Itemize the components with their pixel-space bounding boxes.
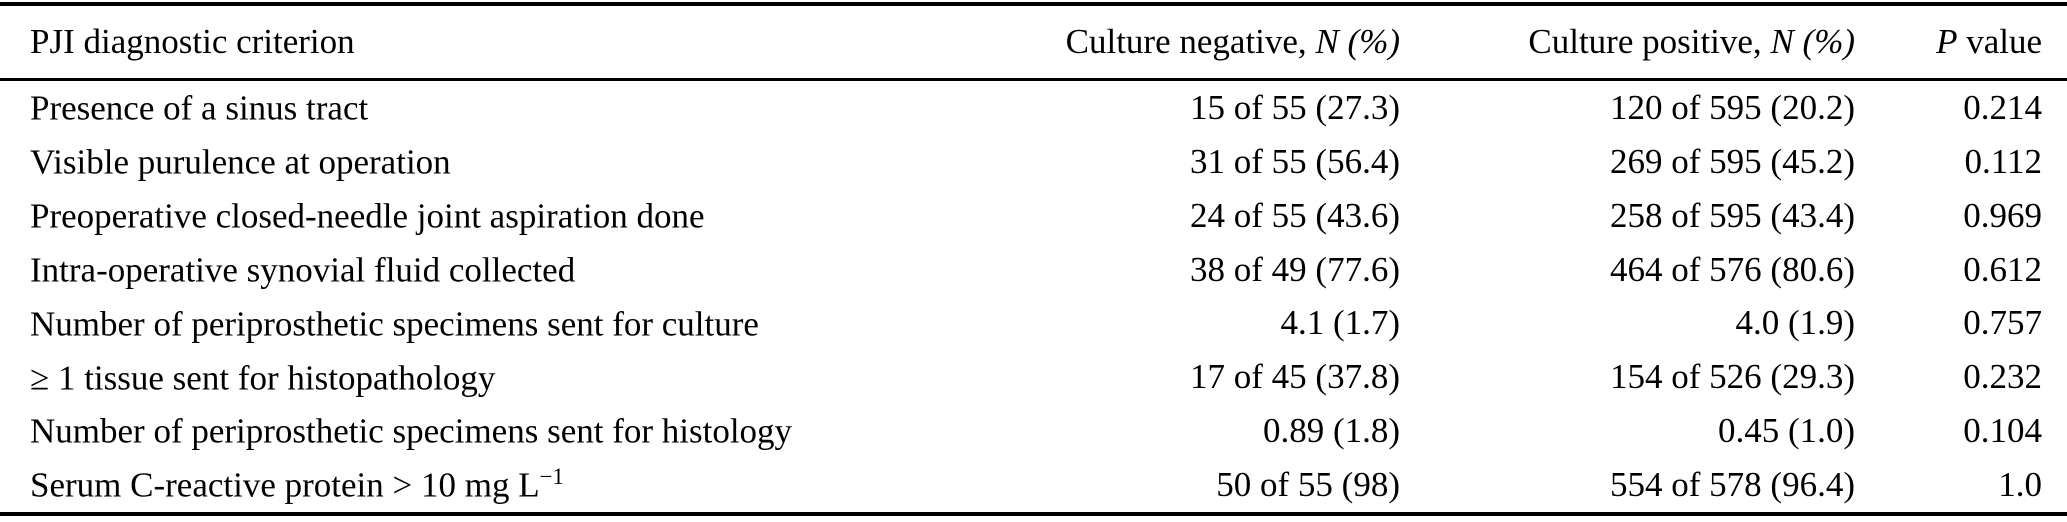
culture-negative-cell: 24 of 55 (43.6) bbox=[1190, 195, 1400, 235]
table-row: Visible purulence at operation 31 of 55 … bbox=[0, 135, 2067, 189]
culture-positive-cell: 258 of 595 (43.4) bbox=[1610, 195, 1855, 235]
table-row: Serum C-reactive protein > 10 mg L−1 50 … bbox=[0, 458, 2067, 512]
criterion-cell: Number of periprosthetic specimens sent … bbox=[30, 410, 792, 452]
p-value-cell: 0.969 bbox=[1963, 195, 2042, 235]
table-row: Number of periprosthetic specimens sent … bbox=[0, 297, 2067, 351]
criterion-superscript: −1 bbox=[539, 464, 564, 490]
culture-positive-header-text: Culture positive, bbox=[1528, 22, 1771, 61]
criterion-text: Intra-operative synovial fluid collected bbox=[30, 250, 576, 290]
criterion-header-cell: PJI diagnostic criterion bbox=[30, 22, 355, 61]
p-value-cell: 0.214 bbox=[1963, 87, 2042, 127]
table-top-rule bbox=[0, 2, 2067, 6]
culture-positive-cell: 269 of 595 (45.2) bbox=[1610, 141, 1855, 181]
culture-negative-cell: 15 of 55 (27.3) bbox=[1190, 87, 1400, 127]
culture-negative-cell: 17 of 45 (37.8) bbox=[1190, 357, 1400, 397]
table-header-rule bbox=[0, 78, 2067, 81]
culture-negative-header-text: Culture negative, bbox=[1065, 22, 1316, 61]
culture-positive-cell: 554 of 578 (96.4) bbox=[1610, 465, 1855, 505]
criterion-text: Presence of a sinus tract bbox=[30, 88, 369, 128]
criterion-text: Number of periprosthetic specimens sent … bbox=[30, 304, 759, 344]
culture-positive-header-cell: Culture positive, N (%) bbox=[1400, 22, 1855, 62]
culture-positive-header-symbol: N (%) bbox=[1770, 22, 1855, 61]
criterion-cell: ≥ 1 tissue sent for histopathology bbox=[30, 357, 690, 399]
criterion-cell: Preoperative closed-needle joint aspirat… bbox=[30, 195, 705, 237]
p-value-cell: 0.232 bbox=[1963, 357, 2042, 397]
culture-positive-cell: 120 of 595 (20.2) bbox=[1610, 87, 1855, 127]
p-value-header-text: value bbox=[1957, 22, 2042, 61]
table-row: Presence of a sinus tract 15 of 55 (27.3… bbox=[0, 81, 2067, 135]
p-value-cell: 0.104 bbox=[1963, 411, 2042, 451]
culture-positive-cell: 154 of 526 (29.3) bbox=[1610, 357, 1855, 397]
criterion-text: Visible purulence at operation bbox=[30, 142, 451, 182]
culture-negative-header-symbol: N (%) bbox=[1315, 22, 1400, 61]
culture-positive-cell: 4.0 (1.9) bbox=[1735, 303, 1855, 343]
criterion-cell: Visible purulence at operation bbox=[30, 141, 690, 183]
criterion-cell: Number of periprosthetic specimens sent … bbox=[30, 303, 759, 345]
table-header-row: PJI diagnostic criterion Culture negativ… bbox=[0, 6, 2067, 78]
p-value-cell: 1.0 bbox=[1998, 465, 2042, 505]
p-value-cell: 0.757 bbox=[1963, 303, 2042, 343]
table-bottom-rule bbox=[0, 512, 2067, 516]
culture-positive-cell: 0.45 (1.0) bbox=[1717, 411, 1855, 451]
table-row: ≥ 1 tissue sent for histopathology 17 of… bbox=[0, 350, 2067, 404]
culture-negative-cell: 31 of 55 (56.4) bbox=[1190, 141, 1400, 181]
culture-negative-cell: 0.89 (1.8) bbox=[1262, 411, 1400, 451]
criterion-text: Serum C-reactive protein > 10 mg L bbox=[30, 465, 540, 505]
criterion-cell: Serum C-reactive protein > 10 mg L−1 bbox=[30, 464, 690, 506]
p-value-header-cell: P value bbox=[1855, 22, 2042, 62]
culture-positive-cell: 464 of 576 (80.6) bbox=[1610, 249, 1855, 289]
table-body: Presence of a sinus tract 15 of 55 (27.3… bbox=[0, 81, 2067, 512]
p-value-header-symbol: P bbox=[1936, 22, 1958, 61]
table-row: Intra-operative synovial fluid collected… bbox=[0, 243, 2067, 297]
culture-negative-cell: 50 of 55 (98) bbox=[1216, 465, 1400, 505]
table-row: Number of periprosthetic specimens sent … bbox=[0, 404, 2067, 458]
criterion-text: Number of periprosthetic specimens sent … bbox=[30, 411, 793, 451]
culture-negative-header-cell: Culture negative, N (%) bbox=[690, 22, 1400, 62]
criterion-cell: Intra-operative synovial fluid collected bbox=[30, 249, 690, 291]
p-value-cell: 0.612 bbox=[1963, 249, 2042, 289]
culture-negative-cell: 38 of 49 (77.6) bbox=[1190, 249, 1400, 289]
p-value-cell: 0.112 bbox=[1964, 141, 2042, 181]
culture-negative-cell: 4.1 (1.7) bbox=[1280, 303, 1400, 343]
criterion-text: Preoperative closed-needle joint aspirat… bbox=[30, 196, 705, 236]
criterion-text: ≥ 1 tissue sent for histopathology bbox=[30, 358, 496, 398]
table-row: Preoperative closed-needle joint aspirat… bbox=[0, 189, 2067, 243]
criterion-cell: Presence of a sinus tract bbox=[30, 87, 690, 129]
